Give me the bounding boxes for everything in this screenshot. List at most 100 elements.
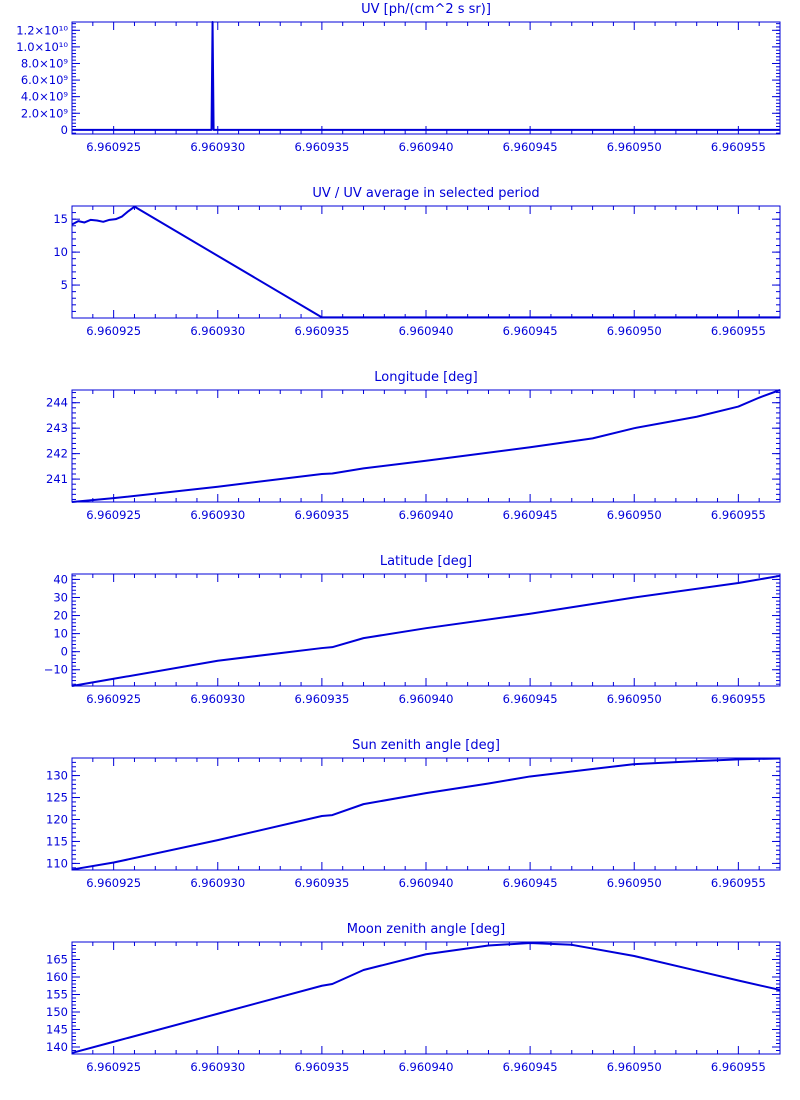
y-tick-label: 243 <box>46 421 68 435</box>
x-tick-label: 6.960930 <box>190 324 245 338</box>
x-tick-label: 6.960955 <box>711 140 766 154</box>
series-line-1 <box>71 757 781 871</box>
x-tick-label: 6.960945 <box>503 324 558 338</box>
x-tick-label: 6.960950 <box>607 140 662 154</box>
x-tick-label: 6.960935 <box>294 876 349 890</box>
y-tick-label: 120 <box>46 812 68 826</box>
y-tick-label: 244 <box>46 396 68 410</box>
x-tick-label: 6.960955 <box>711 876 766 890</box>
x-tick-label: 6.960925 <box>86 324 141 338</box>
series-line-1 <box>71 942 781 1054</box>
plot-frame <box>71 205 781 319</box>
y-tick-label: 2.0×10⁹ <box>21 106 69 120</box>
chart-title: Sun zenith angle [deg] <box>352 738 500 753</box>
y-tick-label: 15 <box>53 212 68 226</box>
series-line-1 <box>72 21 780 131</box>
y-tick-label: 160 <box>46 970 68 984</box>
x-tick-label: 6.960925 <box>86 1060 141 1074</box>
y-tick-label: 10 <box>53 245 68 259</box>
x-tick-label: 6.960950 <box>607 1060 662 1074</box>
chart-title: Moon zenith angle [deg] <box>346 922 506 937</box>
chart-title: Latitude [deg] <box>379 554 473 569</box>
y-tick-label: 125 <box>46 791 68 805</box>
series-line-1 <box>71 389 781 503</box>
plot-frame <box>71 941 781 1055</box>
x-tick-label: 6.960950 <box>607 508 662 522</box>
y-tick-label: 30 <box>53 590 68 604</box>
x-tick-label: 6.960945 <box>503 1060 558 1074</box>
y-tick-label: 140 <box>46 1040 68 1054</box>
y-tick-label: 10 <box>53 627 68 641</box>
y-tick-label: 4.0×10⁹ <box>21 90 69 104</box>
x-tick-label: 6.960945 <box>503 692 558 706</box>
y-tick-label: 130 <box>46 769 68 783</box>
chart-panel-6: Moon zenith angle [deg] 6.960925 6.960930 6… <box>0 920 800 1100</box>
x-tick-label: 6.960930 <box>190 1060 245 1074</box>
x-tick-label: 6.960925 <box>86 692 141 706</box>
chart-panel-2: UV / UV average in selected period 6.9609… <box>0 184 800 364</box>
y-tick-label: 242 <box>46 447 68 461</box>
chart-plot: 6.960925 6.960930 6.960935 6.960940 6.960945… <box>46 757 781 890</box>
chart-plot: 6.960925 6.960930 6.960935 6.960940 6.960945… <box>46 389 781 522</box>
x-tick-label: 6.960930 <box>190 876 245 890</box>
x-tick-label: 6.960935 <box>294 324 349 338</box>
chart-plot: 6.960925 6.960930 6.960935 6.960940 6.960945… <box>16 21 781 154</box>
y-tick-label: 6.0×10⁹ <box>21 73 69 87</box>
x-tick-label: 6.960925 <box>86 876 141 890</box>
chart-panel-1: UV [ph/(cm^2 s sr)] 6.960925 6.960930 6.960… <box>0 0 800 180</box>
chart-plot: 6.960925 6.960930 6.960935 6.960940 6.960945… <box>46 941 781 1074</box>
y-tick-label: 40 <box>53 572 68 586</box>
chart-plot: 6.960925 6.960930 6.960935 6.960940 6.960945… <box>53 205 781 338</box>
x-tick-label: 6.960955 <box>711 1060 766 1074</box>
y-tick-label: −10 <box>44 663 68 677</box>
x-tick-label: 6.960930 <box>190 508 245 522</box>
x-tick-label: 6.960955 <box>711 508 766 522</box>
x-tick-label: 6.960950 <box>607 692 662 706</box>
plot-frame <box>71 573 781 687</box>
x-tick-label: 6.960940 <box>399 324 454 338</box>
y-tick-label: 1.2×10¹⁰ <box>16 23 68 37</box>
plot-frame <box>71 757 781 871</box>
chart-title: UV / UV average in selected period <box>312 186 540 201</box>
chart-panel-3: Longitude [deg] 6.960925 6.960930 6.960935 6… <box>0 368 800 548</box>
x-tick-label: 6.960940 <box>399 1060 454 1074</box>
x-tick-label: 6.960925 <box>86 508 141 522</box>
x-tick-label: 6.960950 <box>607 876 662 890</box>
y-tick-label: 241 <box>46 472 68 486</box>
x-tick-label: 6.960945 <box>503 140 558 154</box>
y-tick-label: 5 <box>61 278 68 292</box>
x-tick-label: 6.960955 <box>711 692 766 706</box>
y-tick-label: 0 <box>61 123 68 137</box>
y-tick-label: 110 <box>46 856 68 870</box>
x-tick-label: 6.960935 <box>294 508 349 522</box>
x-tick-label: 6.960925 <box>86 140 141 154</box>
series-line-1 <box>71 205 780 319</box>
chart-title: Longitude [deg] <box>374 370 478 385</box>
x-tick-label: 6.960930 <box>190 140 245 154</box>
x-tick-label: 6.960930 <box>190 692 245 706</box>
x-tick-label: 6.960950 <box>607 324 662 338</box>
y-tick-label: 1.0×10¹⁰ <box>16 40 68 54</box>
x-tick-label: 6.960945 <box>503 876 558 890</box>
chart-title: UV [ph/(cm^2 s sr)] <box>361 2 491 17</box>
y-tick-label: 115 <box>46 834 68 848</box>
x-tick-label: 6.960935 <box>294 692 349 706</box>
plot-frame <box>71 389 781 503</box>
y-tick-label: 150 <box>46 1005 68 1019</box>
y-tick-label: 145 <box>46 1023 68 1037</box>
chart-panel-5: Sun zenith angle [deg] 6.960925 6.960930 6.… <box>0 736 800 916</box>
x-tick-label: 6.960945 <box>503 508 558 522</box>
x-tick-label: 6.960935 <box>294 140 349 154</box>
plot-frame <box>71 21 781 135</box>
y-tick-label: 0 <box>61 645 68 659</box>
chart-plot: 6.960925 6.960930 6.960935 6.960940 6.960945… <box>44 572 781 706</box>
x-tick-label: 6.960940 <box>399 876 454 890</box>
series-line-1 <box>71 574 781 687</box>
chart-panel-4: Latitude [deg] 6.960925 6.960930 6.960935 6.… <box>0 552 800 732</box>
x-tick-label: 6.960955 <box>711 324 766 338</box>
x-tick-label: 6.960935 <box>294 1060 349 1074</box>
y-tick-label: 165 <box>46 953 68 967</box>
x-tick-label: 6.960940 <box>399 140 454 154</box>
y-tick-label: 20 <box>53 609 68 623</box>
